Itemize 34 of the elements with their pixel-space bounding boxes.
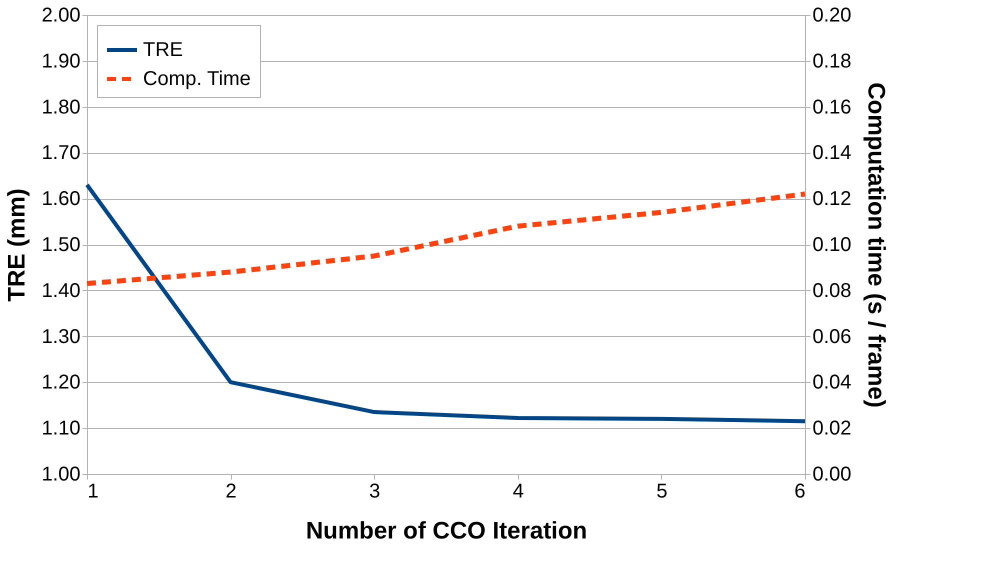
x-tick-label: 6: [794, 480, 806, 502]
y-tick-label: 1.40: [42, 280, 80, 302]
x-tick-label: 3: [369, 480, 380, 502]
y-tick-label: 1.80: [42, 96, 80, 118]
x-tick-label: 5: [656, 480, 668, 502]
y-tick-label: 1.20: [42, 372, 80, 394]
y-tick-label: 1.00: [42, 464, 80, 486]
y2-tick-label: 0.06: [812, 326, 852, 348]
y2-tick-label: 0.00: [812, 464, 852, 486]
y-tick-label: 1.10: [42, 418, 80, 440]
y-tick-label: 1.60: [42, 188, 80, 210]
y2-tick-label: 0.04: [812, 372, 852, 394]
y2-tick-label: 0.18: [812, 50, 852, 72]
y2-tick-label: 0.10: [812, 234, 852, 256]
x-tick-label: 1: [88, 480, 99, 502]
x-tick-label: 2: [226, 480, 237, 502]
y2-tick-label: 0.20: [812, 4, 852, 26]
y-axis-title: TRE (mm): [4, 188, 31, 302]
y-tick-label: 1.90: [42, 50, 80, 72]
line-series: [85, 182, 807, 424]
y-tick-label: 1.30: [42, 326, 80, 348]
y-tick-label: 2.00: [42, 4, 80, 26]
y-tick-label: 1.50: [42, 234, 80, 256]
legend-label: TRE: [143, 39, 183, 61]
y2-tick-label: 0.08: [812, 280, 852, 302]
y2-tick-label: 0.02: [812, 418, 852, 440]
legend-label: Comp. Time: [143, 68, 251, 90]
x-axis-title: Number of CCO Iteration: [306, 518, 588, 544]
y2-tick-label: 0.16: [812, 96, 852, 118]
y2-axis-title: Computation time (s / frame): [862, 82, 890, 408]
y2-tick-label: 0.12: [812, 188, 852, 210]
y2-tick-label: 0.14: [812, 142, 852, 164]
x-tick-label: 4: [512, 480, 524, 502]
y-tick-label: 1.70: [42, 142, 80, 164]
